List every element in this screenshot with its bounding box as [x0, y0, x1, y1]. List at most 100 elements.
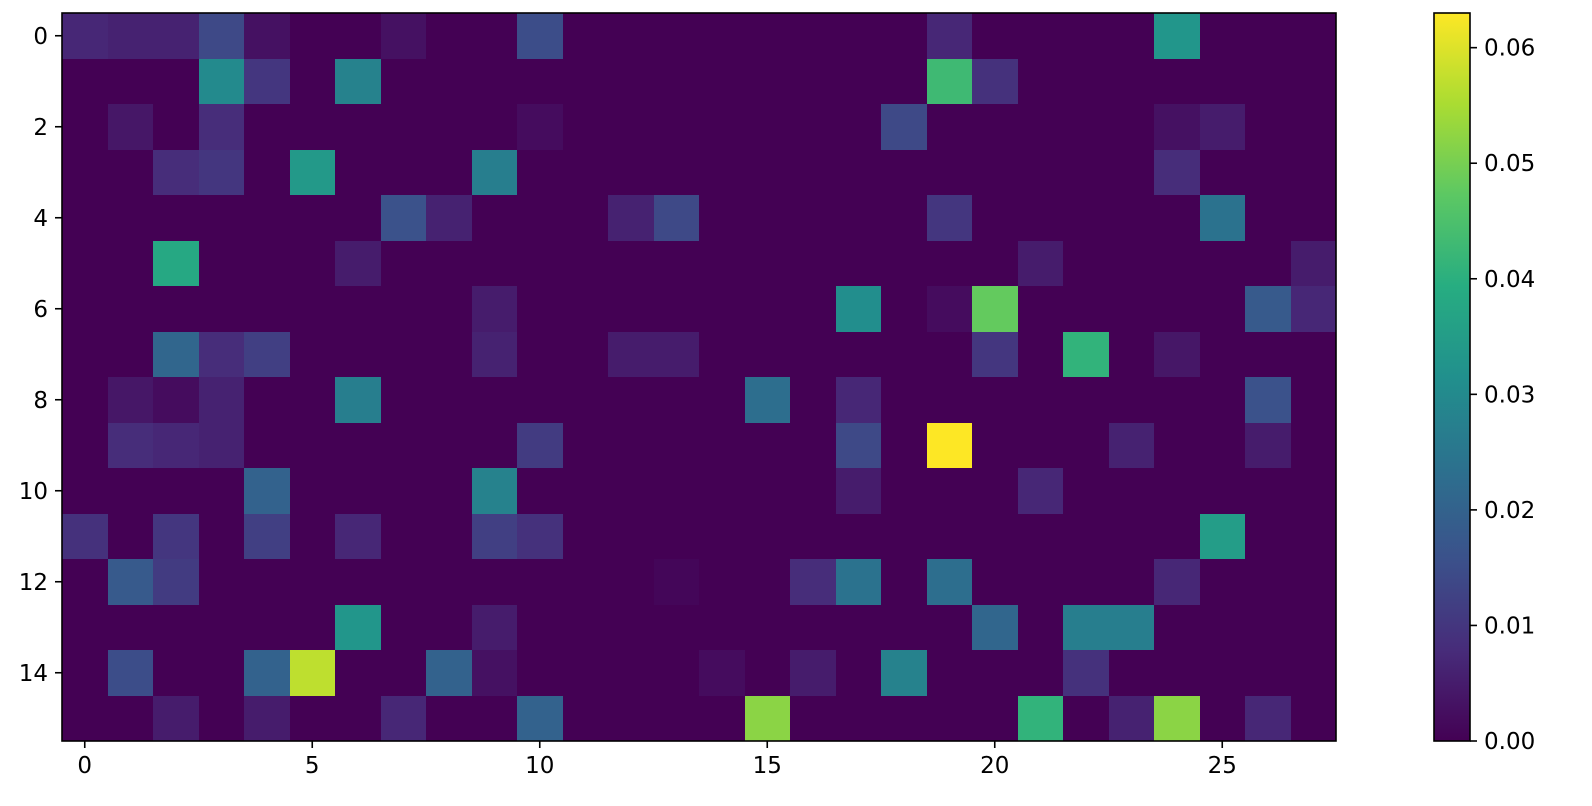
heatmap-cell	[290, 423, 335, 468]
heatmap-cell	[1245, 286, 1291, 332]
heatmap-cell	[1291, 332, 1336, 377]
heatmap-cell	[1063, 559, 1109, 605]
heatmap-cell	[745, 650, 790, 696]
heatmap-cell	[108, 332, 153, 377]
heatmap-cell	[335, 241, 381, 286]
heatmap-cell	[290, 59, 335, 104]
heatmap-cell	[381, 377, 426, 423]
heatmap-cell	[654, 605, 699, 650]
heatmap-cell	[745, 13, 790, 59]
heatmap-cell	[1245, 468, 1291, 514]
y-tick-label: 6	[33, 297, 48, 323]
heatmap-cell	[1109, 104, 1154, 150]
y-tick-label: 0	[33, 24, 48, 50]
heatmap-cell	[699, 514, 745, 559]
heatmap-cell	[1109, 241, 1154, 286]
heatmap-cell	[1245, 605, 1291, 650]
heatmap-cell	[335, 650, 381, 696]
heatmap-cell	[881, 650, 927, 696]
heatmap-cell	[563, 423, 608, 468]
heatmap-cell	[290, 286, 335, 332]
heatmap-cell	[881, 605, 927, 650]
heatmap-cell	[608, 195, 654, 241]
heatmap-cell	[790, 104, 836, 150]
heatmap-cell	[517, 650, 563, 696]
heatmap-cell	[62, 514, 108, 559]
x-axis: 0 5 10 15 20 25	[77, 741, 1237, 779]
heatmap-cell	[654, 514, 699, 559]
heatmap-cell	[836, 286, 881, 332]
heatmap-cell	[517, 13, 563, 59]
heatmap-cell	[1245, 150, 1291, 195]
heatmap-cell	[381, 605, 426, 650]
heatmap-cell	[608, 650, 654, 696]
heatmap-cell	[108, 468, 153, 514]
heatmap-cell	[608, 13, 654, 59]
heatmap-cell	[62, 423, 108, 468]
heatmap-cell	[1200, 13, 1245, 59]
heatmap-cell	[290, 650, 335, 696]
heatmap-cell	[153, 423, 199, 468]
heatmap-cell	[108, 104, 153, 150]
heatmap-cell	[1200, 150, 1245, 195]
heatmap-cell	[335, 377, 381, 423]
heatmap-cell	[881, 104, 927, 150]
heatmap-cell	[517, 332, 563, 377]
heatmap-cell	[381, 241, 426, 286]
heatmap-cell	[608, 696, 654, 741]
heatmap-cell	[654, 696, 699, 741]
y-tick-label: 2	[33, 115, 48, 141]
colorbar-tick-label: 0.04	[1484, 267, 1535, 293]
heatmap-cell	[790, 13, 836, 59]
heatmap-cell	[654, 59, 699, 104]
heatmap-cell	[1109, 468, 1154, 514]
heatmap-cell	[426, 605, 472, 650]
heatmap-cell	[381, 104, 426, 150]
heatmap-cell	[790, 696, 836, 741]
heatmap-cell	[654, 241, 699, 286]
heatmap-cell	[290, 104, 335, 150]
heatmap-cell	[1063, 13, 1109, 59]
heatmap-cell	[745, 332, 790, 377]
heatmap-cell	[927, 605, 972, 650]
heatmap-cell	[1063, 195, 1109, 241]
heatmap-cell	[654, 377, 699, 423]
heatmap-cell	[881, 423, 927, 468]
heatmap-cell	[199, 423, 244, 468]
heatmap-cell	[517, 559, 563, 605]
heatmap-cell	[563, 286, 608, 332]
heatmap-cell	[1063, 241, 1109, 286]
heatmap-cell	[1018, 605, 1063, 650]
heatmap-cell	[654, 650, 699, 696]
heatmap-cell	[199, 13, 244, 59]
heatmap-cell	[472, 104, 517, 150]
heatmap-cell	[381, 514, 426, 559]
heatmap-cell	[1245, 696, 1291, 741]
heatmap-cell	[699, 59, 745, 104]
heatmap-cell	[836, 13, 881, 59]
heatmap-cell	[108, 286, 153, 332]
heatmap-cell	[62, 241, 108, 286]
heatmap-cell	[836, 605, 881, 650]
plot-frame	[61, 12, 1337, 742]
heatmap-cell	[972, 13, 1018, 59]
heatmap-cell	[1154, 468, 1200, 514]
heatmap-cell	[1291, 605, 1336, 650]
heatmap-cell	[381, 332, 426, 377]
heatmap-cell	[290, 332, 335, 377]
heatmap-cell	[1109, 650, 1154, 696]
heatmap-cell	[381, 150, 426, 195]
heatmap-cell	[1109, 195, 1154, 241]
heatmap-cell	[199, 696, 244, 741]
heatmap-cell	[1200, 241, 1245, 286]
heatmap-cell	[790, 150, 836, 195]
heatmap-cell	[199, 104, 244, 150]
heatmap-cell	[1245, 423, 1291, 468]
heatmap-cell	[1291, 650, 1336, 696]
heatmap-cell	[335, 104, 381, 150]
heatmap-cell	[699, 605, 745, 650]
heatmap-cell	[517, 241, 563, 286]
colorbar: 0.00 0.01 0.02 0.03 0.04 0.05 0.06	[1433, 12, 1535, 755]
heatmap-cell	[1245, 195, 1291, 241]
heatmap-cell	[244, 59, 290, 104]
